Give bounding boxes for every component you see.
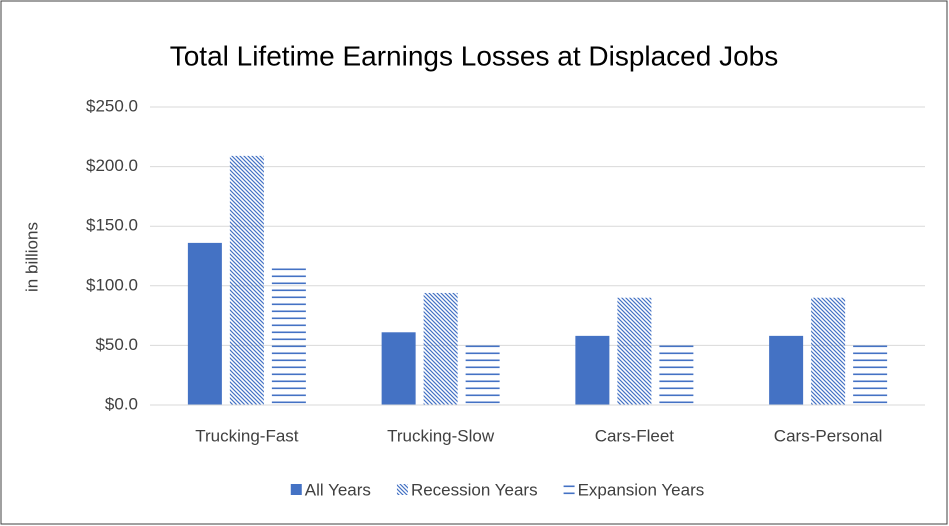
bar xyxy=(423,292,458,405)
legend-swatch xyxy=(396,484,408,495)
y-tick-label: $150.0 xyxy=(86,216,138,235)
x-tick-label: Trucking-Slow xyxy=(387,426,495,445)
bar xyxy=(229,155,264,405)
bar xyxy=(659,344,694,405)
legend-swatch xyxy=(563,484,575,495)
legend-label: Expansion Years xyxy=(578,480,705,499)
y-tick-label: $250.0 xyxy=(86,96,138,115)
x-tick-label: Trucking-Fast xyxy=(195,426,299,445)
legend-label: Recession Years xyxy=(411,480,538,499)
x-tick-label: Cars-Personal xyxy=(774,426,883,445)
chart-title: Total Lifetime Earnings Losses at Displa… xyxy=(170,40,779,71)
bar xyxy=(617,297,652,405)
y-axis-label: in billions xyxy=(22,222,41,292)
y-tick-label: $200.0 xyxy=(86,156,138,175)
y-tick-label: $0.0 xyxy=(105,394,138,413)
y-tick-label: $100.0 xyxy=(86,275,138,294)
bar xyxy=(187,242,222,405)
y-tick-label: $50.0 xyxy=(95,335,138,354)
legend-swatch xyxy=(290,484,302,495)
bar xyxy=(853,344,888,405)
bar xyxy=(465,344,500,405)
bar xyxy=(381,332,416,405)
x-tick-label: Cars-Fleet xyxy=(595,426,675,445)
bar xyxy=(271,265,306,405)
bar xyxy=(811,297,846,405)
bar xyxy=(769,335,804,405)
bar xyxy=(575,335,610,405)
legend-label: All Years xyxy=(305,480,371,499)
